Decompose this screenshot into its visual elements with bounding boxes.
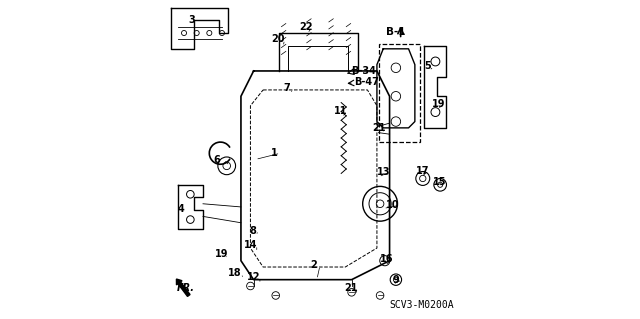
Text: 20: 20 — [271, 34, 285, 44]
Text: 19: 19 — [432, 99, 445, 109]
Text: B-34: B-34 — [351, 66, 376, 76]
Text: 3: 3 — [189, 15, 195, 26]
Text: 15: 15 — [433, 177, 447, 187]
Text: 9: 9 — [392, 275, 399, 285]
Text: B-47: B-47 — [354, 77, 379, 87]
Text: FR.: FR. — [177, 283, 195, 293]
Text: 11: 11 — [334, 107, 348, 116]
FancyArrow shape — [177, 279, 190, 296]
Text: 16: 16 — [380, 254, 393, 264]
Text: 12: 12 — [247, 271, 260, 281]
Text: 21: 21 — [344, 283, 358, 293]
Text: 1: 1 — [271, 148, 278, 158]
Text: 7: 7 — [284, 83, 290, 93]
Text: 6: 6 — [214, 154, 221, 165]
Text: 5: 5 — [424, 61, 431, 71]
Text: 2: 2 — [310, 260, 317, 271]
Text: 21: 21 — [372, 123, 385, 133]
Text: 22: 22 — [299, 22, 312, 32]
Text: 4: 4 — [177, 204, 184, 213]
Text: 13: 13 — [376, 167, 390, 177]
Text: SCV3-M0200A: SCV3-M0200A — [389, 300, 454, 310]
Text: 19: 19 — [215, 249, 228, 259]
Text: 14: 14 — [244, 240, 257, 250]
Text: 17: 17 — [416, 166, 429, 175]
Text: 8: 8 — [250, 226, 257, 236]
Bar — [378, 44, 420, 142]
Text: 18: 18 — [228, 268, 241, 278]
Text: B-1: B-1 — [386, 27, 406, 37]
Text: 10: 10 — [386, 200, 399, 210]
